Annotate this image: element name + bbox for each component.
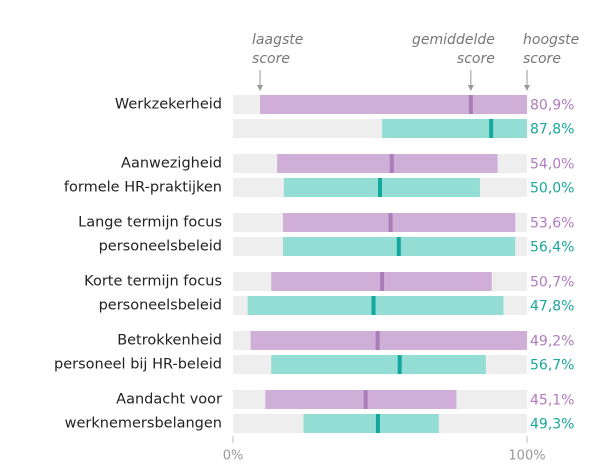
annotation-arrowhead bbox=[467, 85, 474, 91]
average-marker bbox=[396, 237, 401, 256]
value-label: 56,4% bbox=[530, 240, 574, 256]
x-tick-label: 0% bbox=[223, 449, 244, 464]
category-label: Korte termijn focus bbox=[84, 274, 222, 290]
category-label: formele HR-praktijken bbox=[64, 180, 222, 196]
annotation: score bbox=[523, 51, 561, 67]
value-label: 49,2% bbox=[530, 334, 574, 350]
value-label: 53,6% bbox=[530, 216, 574, 232]
value-label: 50,0% bbox=[530, 181, 574, 197]
range-bar bbox=[303, 414, 439, 433]
category-label: Werkzekerheid bbox=[115, 97, 222, 113]
annotation-arrowhead bbox=[257, 85, 264, 91]
category-label: Aandacht voor bbox=[116, 392, 222, 408]
average-marker bbox=[468, 95, 473, 114]
average-marker bbox=[371, 296, 376, 315]
average-marker bbox=[489, 119, 494, 138]
range-bar bbox=[382, 119, 527, 138]
value-label: 54,0% bbox=[530, 157, 574, 173]
annotation: hoogste bbox=[523, 32, 579, 48]
category-label: personeelsbeleid bbox=[99, 239, 222, 255]
annotation: score bbox=[252, 51, 290, 67]
range-bar bbox=[282, 213, 516, 232]
annotation-arrowhead bbox=[524, 85, 530, 91]
range-bar bbox=[271, 355, 486, 374]
annotation: laagste bbox=[252, 32, 303, 48]
value-label: 45,1% bbox=[530, 393, 574, 409]
range-bar bbox=[277, 154, 498, 173]
category-label: personeel bij HR-beleid bbox=[54, 357, 222, 373]
average-marker bbox=[397, 355, 402, 374]
annotation: gemiddelde bbox=[412, 32, 495, 48]
value-label: 80,9% bbox=[530, 98, 574, 114]
category-label: Lange termijn focus bbox=[78, 215, 222, 231]
range-bar bbox=[260, 95, 527, 114]
category-label: werknemersbelangen bbox=[65, 416, 222, 432]
value-label: 87,8% bbox=[530, 122, 574, 138]
category-label: Aanwezigheid bbox=[121, 156, 222, 172]
average-marker bbox=[363, 390, 368, 409]
x-tick-label: 100% bbox=[508, 449, 545, 464]
value-label: 50,7% bbox=[530, 275, 574, 291]
range-bar bbox=[250, 331, 527, 350]
value-label: 49,3% bbox=[530, 417, 574, 433]
average-marker bbox=[388, 213, 393, 232]
average-marker bbox=[389, 154, 394, 173]
value-label: 56,7% bbox=[530, 358, 574, 374]
average-marker bbox=[380, 272, 385, 291]
average-marker bbox=[378, 178, 382, 197]
range-bar bbox=[265, 390, 457, 409]
average-marker bbox=[375, 414, 380, 433]
category-label: Betrokkenheid bbox=[117, 333, 222, 349]
annotation: score bbox=[457, 51, 495, 67]
range-bar bbox=[247, 296, 504, 315]
value-label: 47,8% bbox=[530, 299, 574, 315]
average-marker bbox=[375, 331, 380, 350]
category-label: personeelsbeleid bbox=[99, 298, 222, 314]
